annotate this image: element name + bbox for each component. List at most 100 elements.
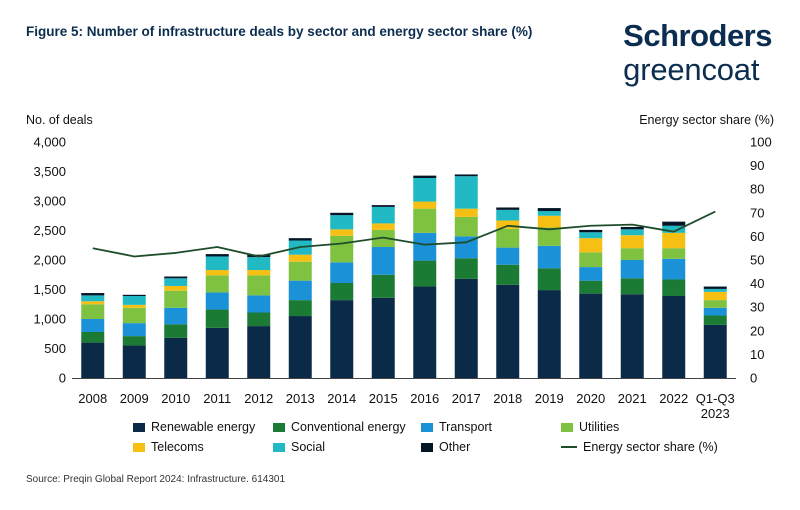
bar-segment-transport (247, 295, 271, 313)
bar-segment-conventional (122, 336, 146, 346)
bar-segment-conventional (579, 280, 603, 294)
bar-segment-utilities (579, 252, 603, 268)
bar-segment-transport (371, 247, 395, 275)
bar-segment-transport (205, 292, 229, 310)
bar-segment-telecoms (288, 254, 312, 262)
x-tick-label: 2020 (576, 391, 605, 406)
y-tick-label: 3,000 (33, 194, 66, 209)
legend-transport: Transport (421, 420, 561, 434)
y2-axis-title: Energy sector share (%) (639, 113, 774, 127)
bar-segment-social (247, 257, 271, 271)
bar-segment-conventional (330, 283, 354, 301)
bar-segment-utilities (454, 216, 478, 237)
bar-segment-utilities (662, 248, 686, 259)
bar-segment-telecoms (620, 235, 644, 249)
bar-segment-social (371, 206, 395, 224)
bar-segment-social (164, 278, 188, 286)
bar-segment-conventional (81, 331, 105, 343)
x-tick-label: 2017 (452, 391, 481, 406)
y2-tick-label: 40 (750, 276, 764, 291)
legend-other: Other (421, 440, 561, 454)
bar-segment-social (579, 232, 603, 239)
legend-label-conventional: Conventional energy (291, 420, 406, 434)
y2-tick-label: 0 (750, 371, 757, 386)
chart-title: Figure 5: Number of infrastructure deals… (26, 24, 533, 39)
bar-segment-telecoms (371, 223, 395, 230)
bar-segment-transport (288, 280, 312, 301)
bar-segment-transport (330, 262, 354, 284)
x-tick-label: 2015 (369, 391, 398, 406)
bar-segment-other (662, 221, 686, 226)
bar-segment-utilities (288, 261, 312, 281)
y2-tick-label: 60 (750, 229, 764, 244)
bar-segment-telecoms (330, 229, 354, 236)
bar-segment-telecoms (496, 220, 520, 229)
bar-segment-transport (579, 267, 603, 281)
bar-segment-renewable (662, 295, 686, 378)
bar-segment-transport (81, 319, 105, 332)
legend-label-energy-share: Energy sector share (%) (583, 440, 718, 454)
bar-segment-transport (122, 323, 146, 337)
bar-segment-telecoms (413, 201, 437, 209)
legend-label-other: Other (439, 440, 471, 454)
x-tick-label: 2008 (78, 391, 107, 406)
bar-segment-renewable (703, 324, 727, 378)
bar-segment-utilities (205, 275, 229, 293)
bar-segment-conventional (454, 258, 478, 279)
x-tick-label: 2009 (120, 391, 149, 406)
y2-tick-label: 70 (750, 205, 764, 220)
bar-segment-other (579, 229, 603, 233)
bar-segment-renewable (537, 290, 561, 378)
bar-segment-utilities (496, 228, 520, 248)
bar-segment-telecoms (454, 208, 478, 217)
x-tick-label: 2018 (493, 391, 522, 406)
bar-segment-transport (703, 307, 727, 316)
bar-segment-conventional (371, 274, 395, 298)
legend-label-transport: Transport (439, 420, 493, 434)
legend-label-utilities: Utilities (579, 420, 620, 434)
energy-share-line (92, 210, 716, 258)
y-axis-title: No. of deals (26, 113, 93, 127)
bar-segment-renewable (454, 278, 478, 378)
y-tick-label: 500 (44, 341, 66, 356)
bar-segment-telecoms (205, 270, 229, 276)
bar-segment-transport (620, 260, 644, 279)
bar-segment-telecoms (247, 270, 271, 276)
legend-swatch-renewable (133, 422, 145, 432)
bar-segment-utilities (537, 227, 561, 246)
bar-segment-renewable (330, 300, 354, 378)
legend-label-renewable: Renewable energy (151, 420, 256, 434)
x-tick-label: 2022 (659, 391, 688, 406)
bar-segment-other (330, 212, 354, 216)
legend-telecoms: Telecoms (133, 440, 273, 454)
bar-segment-transport (662, 258, 686, 280)
bar-segment-transport (537, 245, 561, 269)
bar-segment-social (122, 295, 146, 305)
y2-tick-label: 30 (750, 300, 764, 315)
legend-energy-share: Energy sector share (%) (561, 440, 721, 454)
bar-segment-renewable (620, 294, 644, 378)
legend-swatch-conventional (273, 422, 285, 432)
bar-segment-other (371, 205, 395, 207)
bar-segment-utilities (81, 304, 105, 319)
y-tick-label: 3,500 (33, 164, 66, 179)
bar-segment-conventional (288, 300, 312, 317)
legend-label-telecoms: Telecoms (151, 440, 204, 454)
legend-social: Social (273, 440, 421, 454)
bar-segment-other (122, 294, 146, 296)
bar-segment-social (81, 295, 105, 302)
bar-segment-renewable (288, 316, 312, 378)
bar-segment-telecoms (537, 215, 561, 228)
y2-tick-label: 10 (750, 347, 764, 362)
y-tick-label: 0 (59, 371, 66, 386)
y-tick-label: 2,000 (33, 253, 66, 268)
y2-tick-label: 80 (750, 182, 764, 197)
x-tick-label: 2013 (286, 391, 315, 406)
bar-segment-utilities (164, 290, 188, 308)
bar-segment-telecoms (703, 291, 727, 301)
bar-segment-social (620, 229, 644, 236)
x-tick-label: 2016 (410, 391, 439, 406)
bar-segment-other (81, 293, 105, 296)
bar-segment-social (703, 288, 727, 292)
bar-segment-social (662, 225, 686, 233)
